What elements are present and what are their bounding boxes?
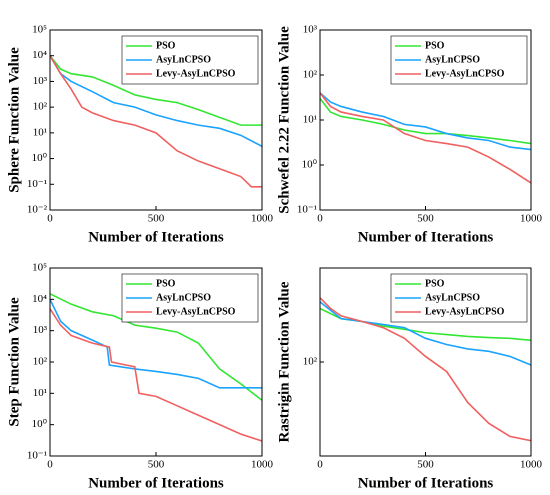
x-tick-label: 500 <box>417 459 434 471</box>
y-tick-label: 10⁰ <box>32 152 48 164</box>
legend-label: AsyLnCPSO <box>425 54 480 65</box>
series-line <box>319 98 532 145</box>
y-tick-label: 10⁰ <box>32 418 48 430</box>
y-tick-label: 10⁻¹ <box>297 204 317 216</box>
y-tick-label: 10⁵ <box>32 24 47 36</box>
y-tick-label: 10¹ <box>33 126 47 138</box>
y-tick-label: 10⁻¹ <box>27 178 47 190</box>
y-tick-label: 10⁰ <box>302 159 318 171</box>
y-tick-label: 10² <box>33 101 48 113</box>
x-tick-label: 500 <box>148 213 165 225</box>
x-axis-label: Number of Iterations <box>88 229 224 245</box>
series-line <box>319 301 532 366</box>
x-axis-label: Number of Iterations <box>88 475 224 491</box>
y-tick-label: 10¹ <box>33 387 47 399</box>
x-tick-label: 0 <box>317 213 323 225</box>
y-axis-label: Schwefel 2.22 Function Value <box>276 26 292 214</box>
y-tick-label: 10⁴ <box>32 293 47 305</box>
x-tick-label: 0 <box>47 213 53 225</box>
y-tick-label: 10² <box>303 69 318 81</box>
y-tick-label: 10² <box>33 356 48 368</box>
legend-label: Levy-AsyLnCPSO <box>425 306 505 317</box>
legend-label: AsyLnCPSO <box>156 292 211 303</box>
y-tick-label: 10⁻² <box>27 204 48 216</box>
y-tick-label: 10⁻¹ <box>27 450 47 462</box>
y-tick-label: 10¹ <box>303 114 317 126</box>
legend-label: AsyLnCPSO <box>425 292 480 303</box>
y-tick-label: 10² <box>303 356 318 368</box>
series-line <box>319 92 532 184</box>
series-line <box>319 297 532 442</box>
series-line <box>49 55 263 148</box>
x-tick-label: 1000 <box>251 213 274 225</box>
x-tick-label: 500 <box>417 213 434 225</box>
legend-label: PSO <box>425 278 445 289</box>
legend-label: AsyLnCPSO <box>156 54 211 65</box>
y-tick-label: 10³ <box>303 24 318 36</box>
x-tick-label: 500 <box>148 459 165 471</box>
x-tick-label: 0 <box>317 459 323 471</box>
y-tick-label: 10⁴ <box>32 49 47 61</box>
x-tick-label: 1000 <box>520 459 543 471</box>
series-line <box>49 55 262 126</box>
x-axis-label: Number of Iterations <box>358 475 494 491</box>
legend-label: PSO <box>156 40 176 51</box>
y-axis-label: Step Function Value <box>6 297 22 427</box>
y-axis-label: Sphere Function Value <box>6 47 22 193</box>
y-tick-label: 10³ <box>33 324 48 336</box>
series-line <box>319 92 532 151</box>
y-tick-label: 10⁵ <box>32 262 47 274</box>
series-line <box>49 293 263 401</box>
x-tick-label: 1000 <box>251 459 274 471</box>
x-tick-label: 0 <box>47 459 53 471</box>
x-tick-label: 1000 <box>520 213 543 225</box>
series-line <box>49 55 262 188</box>
y-axis-label: Rastrigin Function Value <box>276 281 292 442</box>
legend-label: Levy-AsyLnCPSO <box>425 68 505 79</box>
y-tick-label: 10³ <box>33 75 48 87</box>
legend-label: PSO <box>425 40 445 51</box>
legend-label: PSO <box>156 278 176 289</box>
series-line <box>49 308 263 442</box>
legend-label: Levy-AsyLnCPSO <box>156 68 236 79</box>
legend-label: Levy-AsyLnCPSO <box>156 306 236 317</box>
x-axis-label: Number of Iterations <box>358 229 494 245</box>
